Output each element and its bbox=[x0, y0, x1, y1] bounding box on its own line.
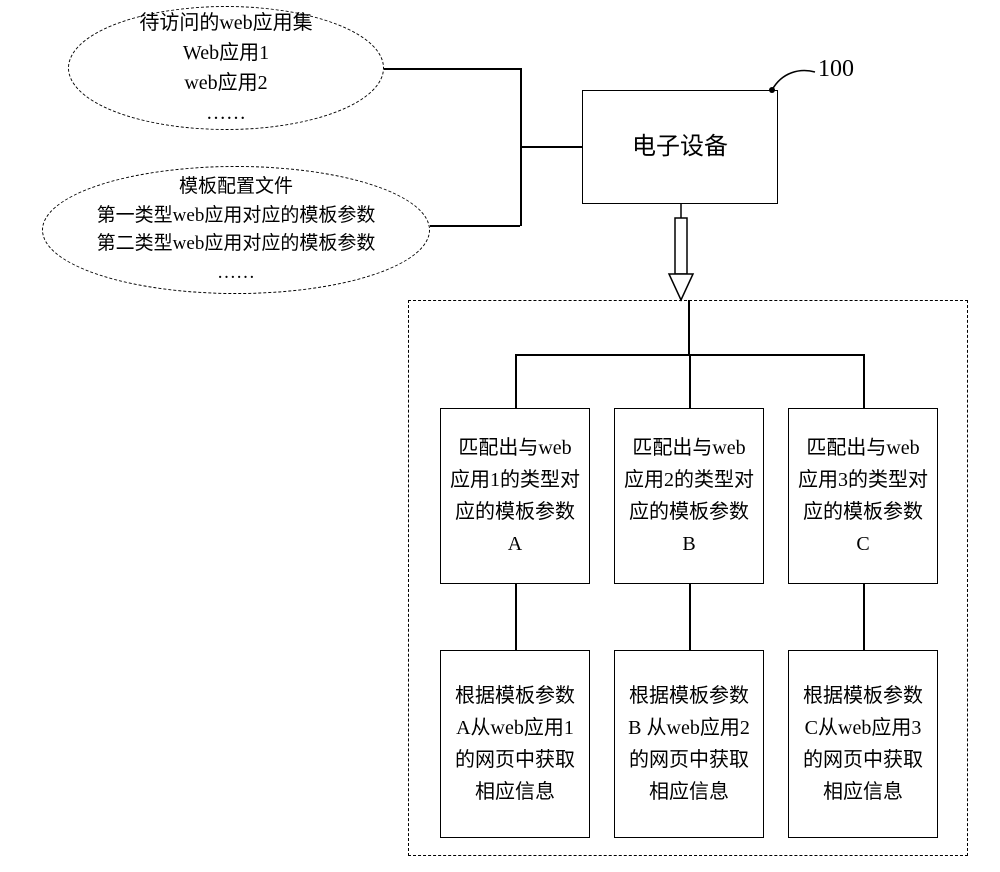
conn-merge-to-device bbox=[520, 146, 582, 148]
col3-top-text: 匹配出与web应用3的类型对应的模板参数C bbox=[797, 432, 929, 560]
ellipse2-line3: …… bbox=[217, 259, 255, 288]
col2-top-box: 匹配出与web应用2的类型对应的模板参数B bbox=[614, 408, 764, 584]
col2-link bbox=[689, 584, 691, 650]
tree-drop-3 bbox=[863, 354, 865, 408]
ellipse2-line1: 第一类型web应用对应的模板参数 bbox=[97, 202, 376, 231]
conn-ell2-h bbox=[430, 225, 520, 227]
col3-bottom-box: 根据模板参数C从web应用3的网页中获取相应信息 bbox=[788, 650, 938, 838]
ellipse2-line0: 模板配置文件 bbox=[179, 173, 293, 202]
ellipse1-line0: 待访问的web应用集 bbox=[139, 8, 312, 38]
arrow-device-to-process bbox=[661, 204, 701, 304]
ellipse-template-config: 模板配置文件 第一类型web应用对应的模板参数 第二类型web应用对应的模板参数… bbox=[42, 166, 430, 294]
device-label: 电子设备 bbox=[632, 128, 728, 166]
ellipse1-line3: …… bbox=[206, 98, 246, 128]
device-box: 电子设备 bbox=[582, 90, 778, 204]
diagram-canvas: 待访问的web应用集 Web应用1 web应用2 …… 模板配置文件 第一类型w… bbox=[0, 0, 1000, 872]
ellipse-web-app-set: 待访问的web应用集 Web应用1 web应用2 …… bbox=[68, 6, 384, 130]
col1-top-text: 匹配出与web应用1的类型对应的模板参数A bbox=[449, 432, 581, 560]
ellipse1-line1: Web应用1 bbox=[183, 38, 269, 68]
conn-ell1-h bbox=[384, 68, 520, 70]
tree-drop-1 bbox=[515, 354, 517, 408]
ref-leader bbox=[760, 66, 820, 106]
col1-link bbox=[515, 584, 517, 650]
tree-drop-2 bbox=[689, 354, 691, 408]
col1-bottom-text: 根据模板参数A从web应用1的网页中获取相应信息 bbox=[449, 680, 581, 808]
col3-bottom-text: 根据模板参数C从web应用3的网页中获取相应信息 bbox=[797, 680, 929, 808]
col3-link bbox=[863, 584, 865, 650]
ellipse2-line2: 第二类型web应用对应的模板参数 bbox=[97, 230, 376, 259]
col2-bottom-text: 根据模板参数B 从web应用2的网页中获取相应信息 bbox=[623, 680, 755, 808]
col2-bottom-box: 根据模板参数B 从web应用2的网页中获取相应信息 bbox=[614, 650, 764, 838]
ellipse1-line2: web应用2 bbox=[184, 68, 267, 98]
col3-top-box: 匹配出与web应用3的类型对应的模板参数C bbox=[788, 408, 938, 584]
col1-top-box: 匹配出与web应用1的类型对应的模板参数A bbox=[440, 408, 590, 584]
tree-trunk bbox=[688, 300, 690, 354]
col2-top-text: 匹配出与web应用2的类型对应的模板参数B bbox=[623, 432, 755, 560]
ref-100: 100 bbox=[818, 56, 854, 83]
col1-bottom-box: 根据模板参数A从web应用1的网页中获取相应信息 bbox=[440, 650, 590, 838]
